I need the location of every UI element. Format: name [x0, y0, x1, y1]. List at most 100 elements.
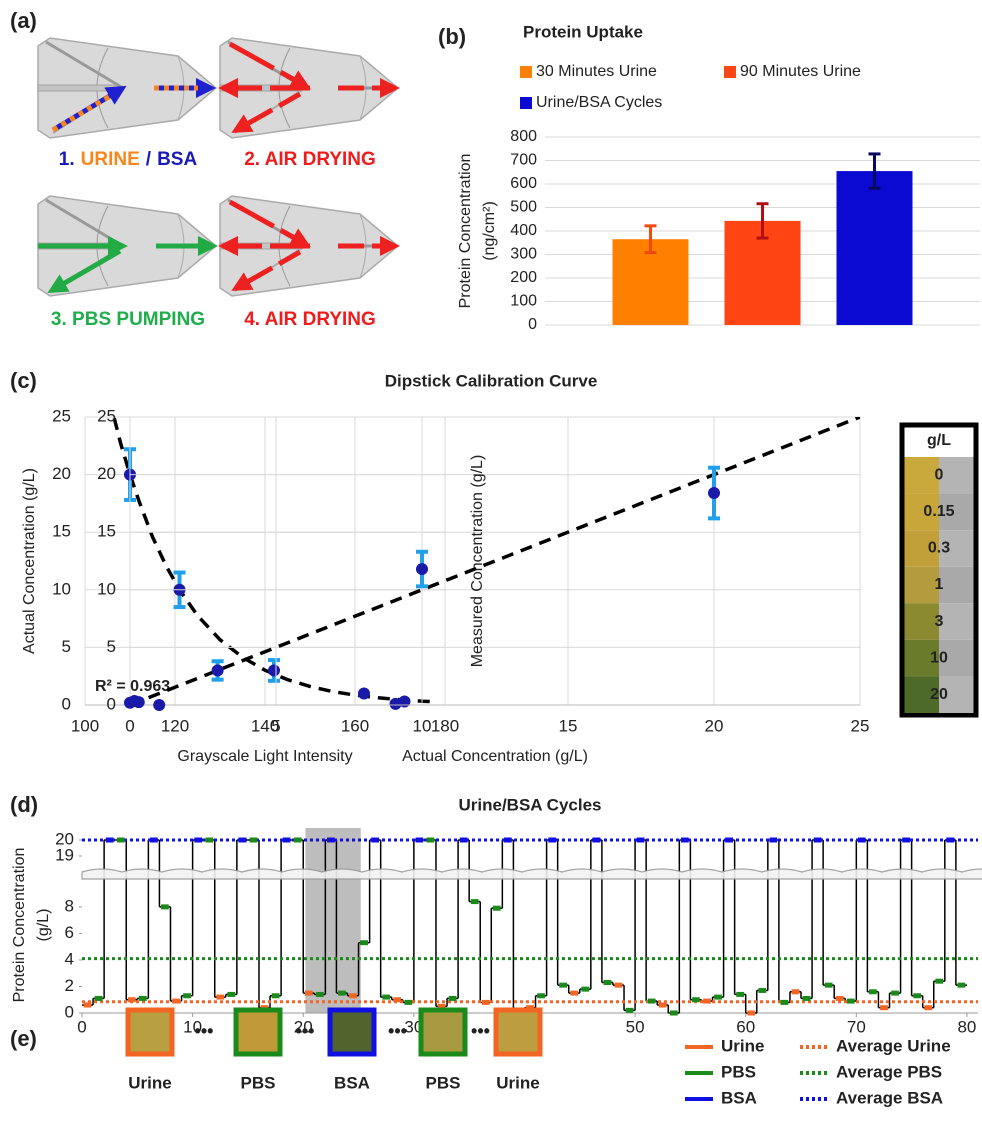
y-axis-label: (g/L): [35, 909, 52, 942]
panel-label: (d): [10, 792, 38, 817]
sample-label: PBS: [426, 1073, 461, 1092]
step-label: 1. URINE / BSA: [59, 149, 198, 170]
scale-gray: [939, 566, 974, 604]
y-tick-label: 600: [510, 175, 537, 192]
y-tick-label: 400: [510, 222, 537, 239]
step-label-part: BSA: [157, 149, 197, 170]
sample-swatch: [233, 1007, 283, 1057]
legend-label: 30 Minutes Urine: [536, 63, 657, 80]
scale-gray: [939, 457, 974, 494]
x-tick-label: 120: [161, 716, 189, 735]
separator: •••: [471, 1021, 490, 1041]
error-bar: [644, 224, 657, 255]
scale-label: 0.15: [923, 503, 954, 520]
y-axis-label: Protein Concentration: [457, 154, 474, 309]
x-tick-label: 10: [183, 1017, 202, 1036]
y-tick-label: 500: [510, 199, 537, 216]
y-tick-label: 4: [65, 949, 74, 968]
scale-swatch: [904, 493, 940, 531]
y-tick-label: 100: [510, 293, 537, 310]
annotation: R² = 0.963: [95, 678, 170, 695]
scale-gray: [939, 530, 974, 567]
point: [358, 687, 370, 700]
point: [153, 699, 166, 711]
point: [268, 664, 280, 677]
step-label-part: /: [146, 149, 152, 170]
sample-label: Urine: [496, 1073, 539, 1092]
legend-label: Average Urine: [836, 1036, 951, 1055]
sample-swatch: [125, 1007, 175, 1057]
legend-label: PBS: [721, 1062, 756, 1081]
y-tick-label: 800: [510, 128, 537, 145]
y-tick-label: 2: [65, 976, 74, 995]
step-label-part: 1.: [59, 149, 75, 170]
scale-gray: [939, 639, 974, 677]
x-tick-label: 80: [957, 1017, 976, 1036]
legend-label: Urine: [721, 1036, 764, 1055]
y-tick-label: 25: [97, 406, 116, 425]
y-axis-label: (ng/cm²): [481, 201, 498, 261]
point: [416, 563, 428, 576]
scale-gray: [939, 676, 974, 713]
y-tick-label: 15: [97, 522, 116, 541]
point: [708, 487, 720, 500]
y-tick-label: 200: [510, 269, 537, 286]
legend-label: BSA: [721, 1088, 757, 1107]
x-axis-label: Actual Concentration (g/L): [402, 748, 588, 765]
x-tick-label: 70: [847, 1017, 866, 1036]
legend-label: Urine/BSA Cycles: [536, 94, 662, 111]
scale-swatch: [904, 676, 940, 713]
chart-title: Urine/BSA Cycles: [459, 795, 602, 814]
point: [211, 664, 224, 677]
sample-label: Urine: [128, 1073, 171, 1092]
y-tick-label: 20: [52, 464, 71, 483]
panel-label: (b): [438, 24, 466, 49]
y-tick-label: 10: [97, 579, 116, 598]
legend-swatch: [520, 66, 532, 78]
y-tick-label: 20: [55, 829, 74, 848]
scale-swatch: [904, 530, 940, 567]
x-tick-label: 20: [705, 716, 724, 735]
x-tick-label: 15: [559, 716, 578, 735]
panel-label: (c): [10, 368, 37, 393]
x-tick-label: 25: [851, 716, 870, 735]
sample-swatch: [493, 1007, 543, 1057]
y-tick-label: 0: [107, 694, 116, 713]
y-tick-label: 0: [528, 316, 537, 333]
scale-swatch: [904, 457, 940, 494]
y-tick-label: 8: [65, 896, 74, 915]
point: [389, 697, 402, 710]
x-tick-label: 180: [431, 716, 459, 735]
step-label-part: 4. AIR DRYING: [244, 309, 376, 330]
y-tick-label: 6: [65, 923, 74, 942]
y-tick-label: 19: [55, 845, 74, 864]
panel-a-diagrams: [36, 36, 400, 298]
x-tick-label: 50: [626, 1017, 645, 1036]
scale-gray: [939, 493, 974, 531]
x-tick-label: 100: [71, 716, 99, 735]
y-tick-label: 5: [107, 637, 116, 656]
x-tick-label: 20: [294, 1017, 313, 1036]
y-axis-label: Measured Concentration (g/L): [469, 455, 486, 668]
y-tick-label: 300: [510, 246, 537, 263]
y-tick-label: 25: [52, 406, 71, 425]
chart-title: Dipstick Calibration Curve: [385, 371, 598, 390]
scale-label: 1: [935, 576, 944, 593]
x-tick-label: 140: [251, 716, 279, 735]
y-tick-label: 10: [52, 579, 71, 598]
chart-title: Protein Uptake: [523, 22, 643, 41]
diagram-air-drying: [218, 36, 400, 140]
sample-swatch: [418, 1007, 468, 1057]
scale-swatch: [904, 639, 940, 677]
bar: [836, 171, 913, 325]
separator: •••: [195, 1021, 214, 1041]
fit-line: [112, 417, 437, 704]
panel-label: (a): [10, 8, 37, 33]
step-label: 4. AIR DRYING: [244, 309, 376, 330]
separator: •••: [296, 1021, 315, 1041]
diagram-urine-bsa: [36, 36, 218, 140]
separator: •••: [388, 1021, 407, 1041]
panel-label: (e): [10, 1026, 37, 1051]
x-tick-label: 10: [413, 716, 432, 735]
